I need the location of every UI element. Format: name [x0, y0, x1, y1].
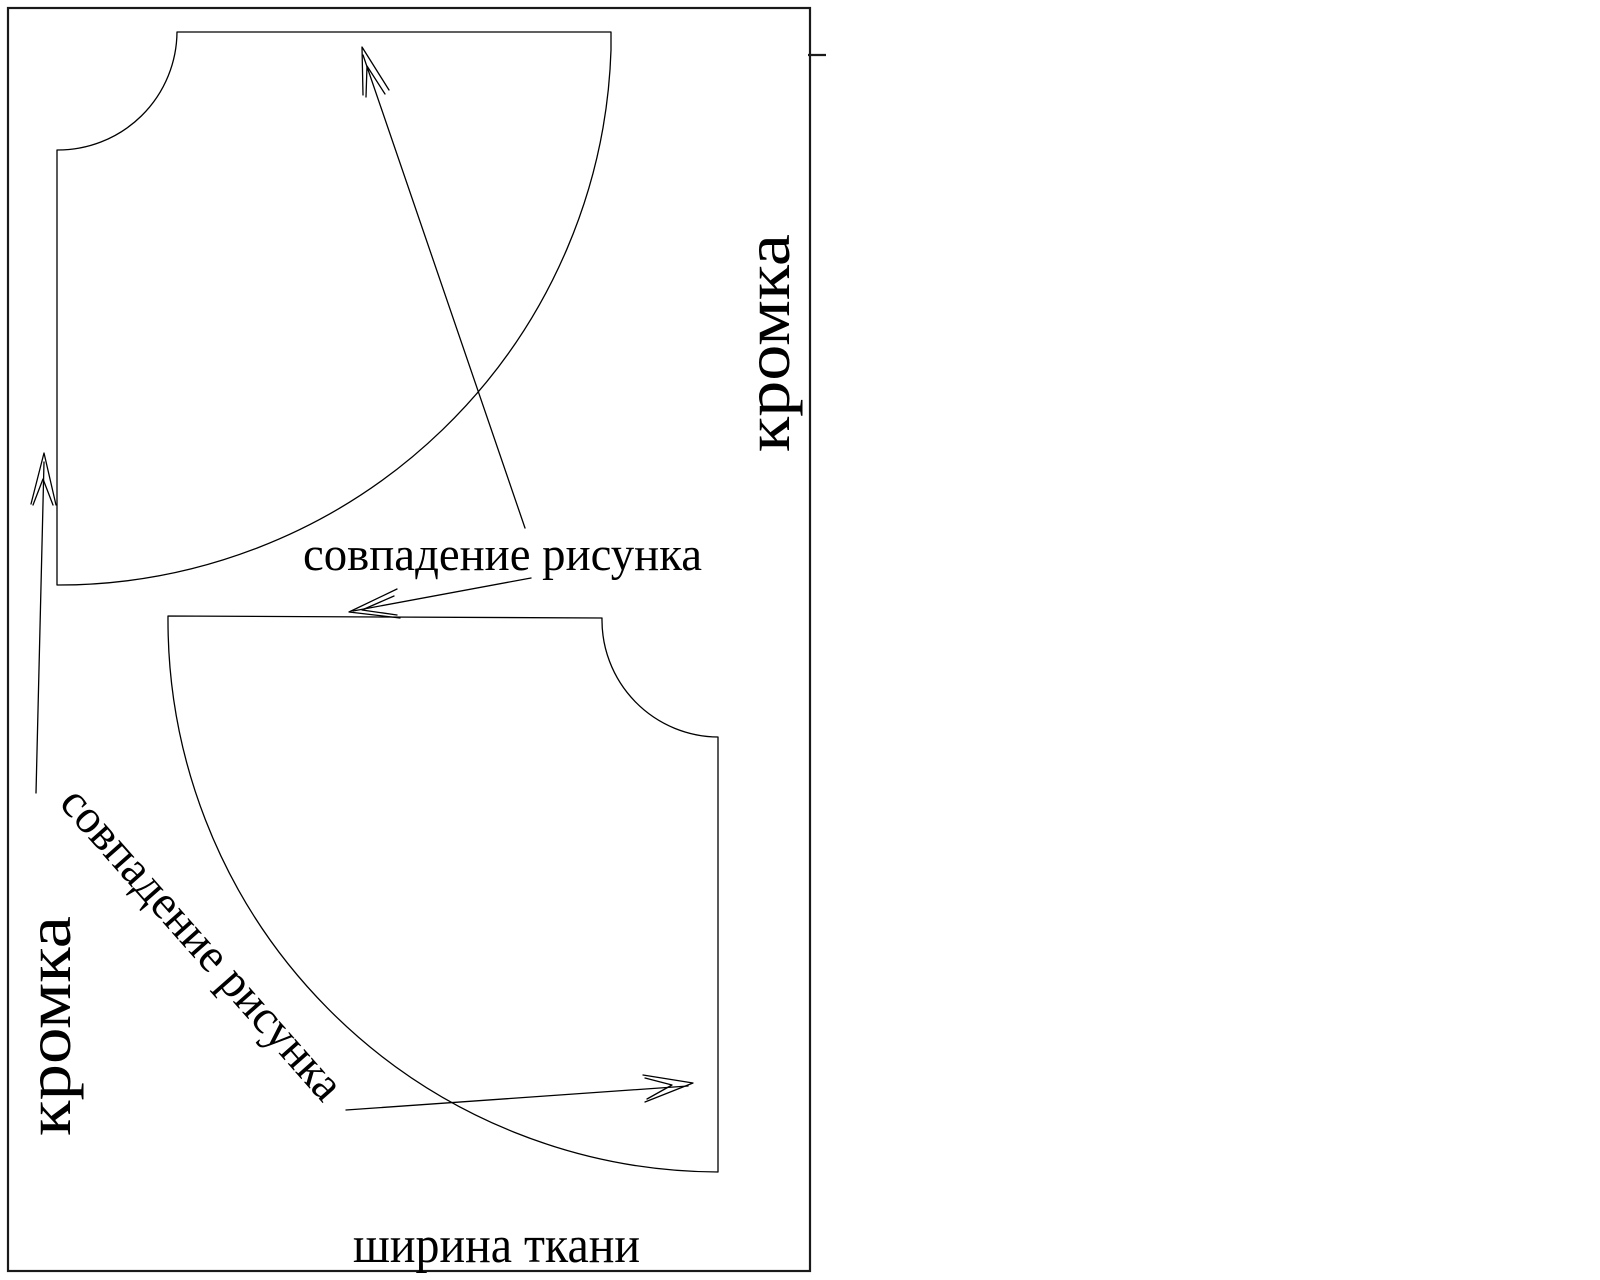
selvage-label-left: кромка	[13, 916, 84, 1136]
pattern-match-pointer-upper-piece	[361, 46, 526, 529]
pointer-upper-shaft	[362, 54, 526, 529]
arrowhead-upleft-outer-icon	[361, 46, 390, 96]
pattern-match-pointer-lower-edge	[348, 577, 532, 619]
arrowhead-right-outer-icon	[642, 1074, 694, 1103]
pattern-match-label-lower: совпадение рисунка	[50, 776, 355, 1111]
arrowhead-left-inner-icon	[361, 595, 398, 616]
pattern-match-label-upper: совпадение рисунка	[303, 528, 702, 581]
selvage-label-right: кромка	[732, 234, 803, 452]
pattern-piece-upper	[56, 31, 612, 586]
fabric-outline	[6, 6, 812, 1273]
pattern-match-pointer-horizontal	[345, 1074, 694, 1111]
pointer-right-shaft	[345, 1085, 689, 1111]
arrowhead-up-inner-icon	[32, 478, 54, 506]
grain-arrow-vertical	[30, 452, 57, 794]
arrowhead-upleft-inner-icon	[365, 65, 386, 98]
arrowhead-up-outer-icon	[30, 452, 57, 506]
pattern-piece-lower	[167, 615, 719, 1173]
pointer-left-shaft	[352, 577, 532, 612]
arrowhead-left-outer-icon	[348, 588, 401, 619]
grain-arrow-vertical-shaft	[35, 461, 45, 794]
fabric-width-label: ширина ткани	[353, 1217, 640, 1274]
arrowhead-right-inner-icon	[644, 1077, 673, 1100]
